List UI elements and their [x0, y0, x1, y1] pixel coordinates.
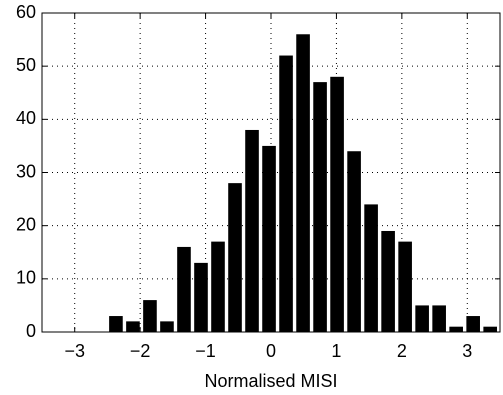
bar [279, 55, 293, 333]
bar [313, 82, 327, 332]
bar [415, 305, 429, 332]
bar [466, 316, 480, 332]
x-tick-label: 2 [397, 341, 407, 361]
y-tick-label: 50 [16, 55, 36, 75]
y-tick-label: 20 [16, 214, 36, 234]
x-axis-label: Normalised MISI [204, 371, 337, 391]
bar [364, 204, 378, 332]
bar [330, 76, 344, 332]
y-tick-label: 60 [16, 2, 36, 22]
bar [228, 183, 242, 332]
bar [109, 316, 123, 332]
bar [211, 241, 225, 332]
y-tick-label: 0 [26, 321, 36, 341]
x-tick-label: 1 [331, 341, 341, 361]
bar [381, 230, 395, 332]
x-tick-label: 3 [462, 341, 472, 361]
y-tick-label: 10 [16, 268, 36, 288]
bar [347, 151, 361, 332]
plot-frame [41, 12, 501, 333]
bar [449, 326, 463, 332]
bar [245, 129, 259, 332]
x-tick-label: −3 [64, 341, 85, 361]
x-tick-label: 0 [266, 341, 276, 361]
bar [262, 145, 276, 332]
bar [194, 262, 208, 332]
bar [296, 34, 310, 333]
y-tick-label: 40 [16, 108, 36, 128]
bar [398, 241, 412, 332]
bar [143, 300, 157, 332]
x-tick-label: −2 [130, 341, 151, 361]
x-tick-label: −1 [195, 341, 216, 361]
bar [483, 326, 497, 332]
bar [177, 246, 191, 332]
bar [126, 321, 140, 332]
bar [432, 305, 446, 332]
bar [160, 321, 174, 332]
y-tick-label: 30 [16, 161, 36, 181]
